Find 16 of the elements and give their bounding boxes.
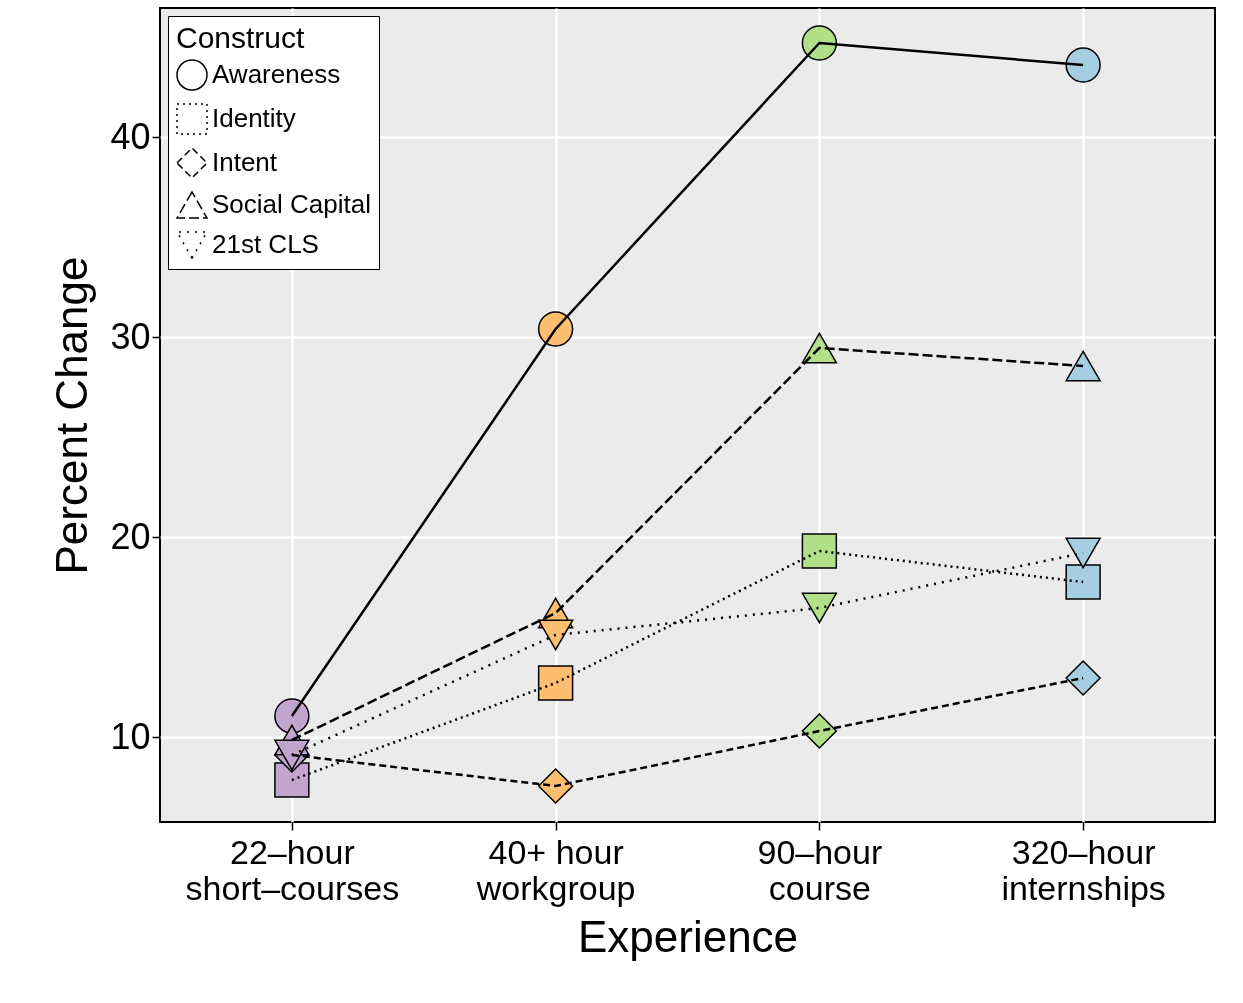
legend-label: Social Capital [212, 189, 371, 219]
y-tick-label: 20 [110, 515, 151, 557]
x-tick-label: 90–hour course [757, 832, 883, 907]
y-tick-label: 30 [110, 315, 151, 357]
y-tick-label: 40 [110, 115, 151, 157]
legend-label: Intent [212, 147, 278, 177]
legend-label: 21st CLS [212, 229, 319, 259]
legend-label: Identity [212, 103, 296, 133]
y-axis-title: Percent Change [47, 256, 97, 575]
x-tick-label: 320–hour internships [1001, 832, 1166, 907]
legend-label: Awareness [212, 59, 341, 89]
x-tick-label: 40+ hour workgroup [475, 832, 636, 907]
x-axis-title: Experience [577, 911, 799, 961]
y-tick-label: 10 [110, 715, 151, 757]
x-tick-label: 22–hour short–courses [185, 832, 400, 907]
legend-title: Construct [176, 21, 306, 54]
